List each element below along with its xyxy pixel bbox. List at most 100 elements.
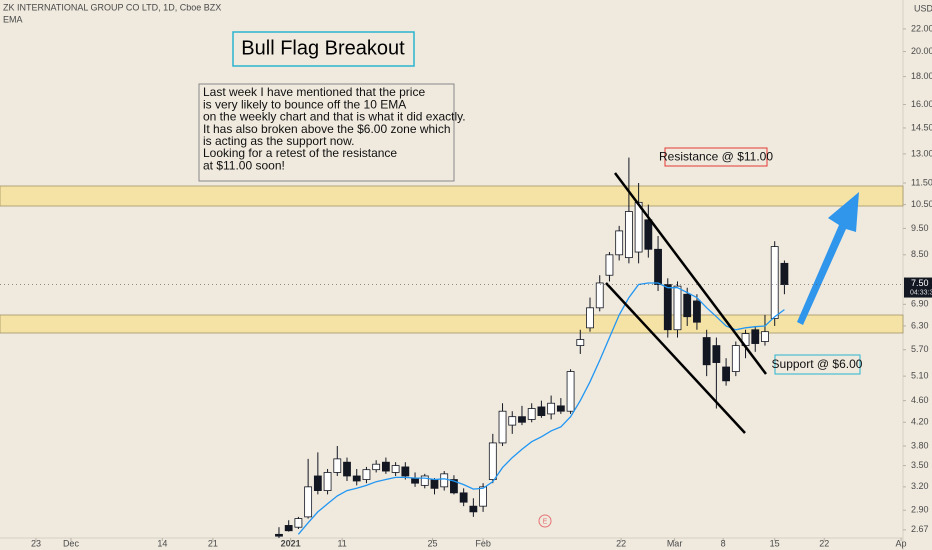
note-line: It has also broken above the $6.00 zone …: [203, 122, 451, 136]
channel-upper: [614, 172, 767, 375]
x-tick-label: 11: [337, 538, 346, 548]
candle-body: [352, 475, 361, 482]
y-tick-label: 16.00: [911, 99, 932, 109]
candle-body: [440, 473, 449, 488]
candle-body: [751, 329, 760, 344]
candle-body: [673, 285, 682, 331]
candle-body: [469, 505, 478, 513]
note-line: on the weekly chart and that is what it …: [203, 110, 466, 124]
y-tick-label: 20.00: [911, 46, 932, 56]
headline-box: [232, 31, 415, 67]
candle-body: [605, 254, 614, 276]
x-tick-label: Mar: [667, 538, 683, 548]
x-tick-label: 2021: [281, 538, 301, 548]
y-tick-label: 14.50: [911, 122, 932, 132]
y-tick-label: 4.60: [911, 395, 929, 405]
candle-body: [450, 479, 458, 494]
candle-body: [683, 293, 692, 318]
candle-body: [566, 371, 575, 412]
candle-body: [693, 300, 701, 323]
candle-body: [770, 246, 779, 319]
candle-body: [294, 518, 303, 528]
x-tick-label: Ap: [896, 538, 907, 548]
candle-body: [595, 282, 604, 309]
note-line: Last week I have mentioned that the pric…: [203, 85, 425, 99]
candle-body: [508, 416, 517, 426]
countdown-label: 04:33:3: [910, 289, 932, 296]
candle-body: [391, 465, 400, 473]
candle-body: [537, 406, 546, 416]
candle-body: [780, 262, 789, 285]
candle-body: [712, 345, 721, 363]
candle-body: [654, 248, 662, 285]
y-tick-label: 5.10: [911, 371, 929, 381]
resistance-zone: [0, 185, 904, 207]
x-tick-label: 15: [770, 538, 780, 548]
candle-body: [547, 402, 556, 415]
candle-body: [304, 486, 313, 518]
candle-body: [420, 475, 429, 486]
y-tick-label: 2.67: [911, 524, 929, 534]
x-tick-label: 22: [819, 538, 829, 548]
y-tick-label: 3.50: [911, 460, 929, 470]
candle-body: [498, 410, 507, 444]
y-tick-label: 4.20: [911, 417, 929, 427]
candle-body: [576, 339, 585, 346]
candle-body: [381, 461, 390, 472]
y-tick-label: 22.00: [911, 23, 932, 33]
indicator-label: EMA: [3, 14, 23, 24]
candle-body: [372, 463, 381, 471]
x-tick-label: 23: [31, 538, 41, 548]
candle-body: [275, 533, 283, 537]
y-tick-label: 5.70: [911, 344, 929, 354]
x-tick-label: 14: [157, 538, 167, 548]
resistance-label: Resistance @ $11.00: [659, 150, 773, 164]
candle-body: [702, 337, 711, 366]
note-line: is very likely to bounce off the 10 EMA: [203, 97, 406, 111]
event-label: E: [543, 518, 548, 525]
x-tick-label: 8: [721, 538, 726, 548]
last-price-box: [904, 277, 932, 298]
candle-body: [586, 307, 594, 329]
candle-body: [401, 466, 410, 477]
candle-body: [411, 477, 419, 484]
note-box: [198, 83, 455, 182]
headline: Bull Flag Breakout: [241, 37, 405, 59]
candle-body: [722, 366, 730, 382]
candle-body: [459, 492, 468, 503]
breakout-arrow: [797, 192, 859, 325]
candle-body: [488, 442, 497, 480]
last-price-label: 7.50: [911, 278, 929, 288]
resistance-box: [664, 147, 768, 167]
x-tick-label: 21: [208, 538, 218, 548]
y-tick-label: 8.50: [911, 249, 929, 259]
x-tick-label: 22: [616, 538, 626, 548]
candle-body: [527, 408, 536, 420]
support-label: Support @ $6.00: [772, 357, 863, 371]
candle-body: [556, 405, 565, 412]
candle-body: [284, 525, 293, 532]
candle-body: [731, 345, 740, 372]
y-tick-label: 11.50: [911, 177, 932, 187]
support-box: [774, 354, 861, 375]
currency-label: USD: [914, 3, 932, 13]
ema-line: [297, 282, 785, 535]
x-tick-label: 25: [428, 538, 438, 548]
y-tick-label: 6.90: [911, 299, 929, 309]
candle-body: [644, 219, 653, 250]
candle-body: [518, 416, 526, 423]
note-line: Looking for a retest of the resistance: [203, 146, 397, 160]
y-tick-label: 3.20: [911, 481, 929, 491]
y-tick-label: 3.80: [911, 440, 929, 450]
x-tick-label: Feb: [475, 538, 491, 548]
candle-body: [313, 475, 322, 491]
candle-body: [343, 461, 351, 477]
candle-body: [362, 469, 371, 480]
candle-body: [333, 458, 342, 473]
y-tick-label: 10.50: [911, 199, 932, 209]
note-line: is acting as the support now.: [203, 134, 354, 148]
candle-body: [430, 479, 439, 489]
x-tick-label: Dec: [63, 538, 80, 548]
